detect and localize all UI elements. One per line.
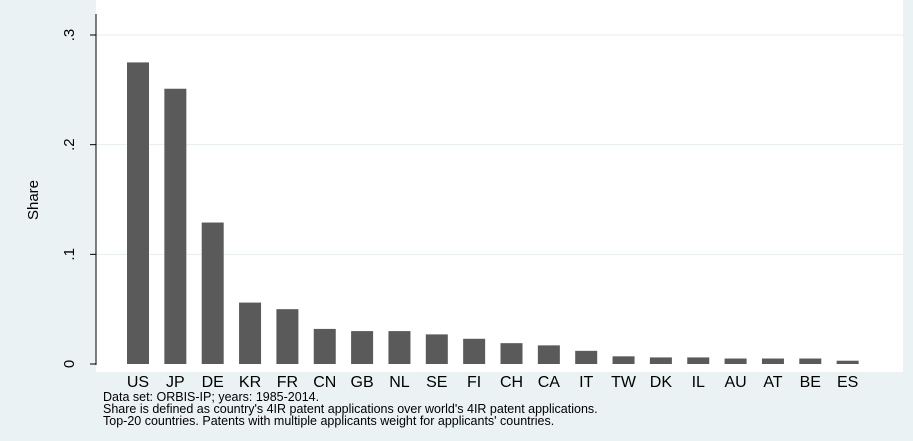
y-tick-label: 0: [61, 360, 78, 368]
x-tick-label: CA: [538, 374, 561, 391]
bar-fr: [276, 309, 299, 364]
x-tick-label: IL: [692, 374, 705, 391]
x-tick-label: AT: [763, 374, 782, 391]
x-tick-label: SE: [426, 374, 447, 391]
bars: [127, 62, 859, 365]
note-line-1: Data set: ORBIS-IP; years: 1985-2014.: [103, 390, 320, 404]
bar-es: [836, 360, 859, 364]
x-tick-label: NL: [389, 374, 410, 391]
bar-gb: [351, 331, 374, 364]
bar-dk: [649, 357, 672, 364]
bar-be: [799, 358, 822, 364]
x-tick-label: FR: [277, 374, 298, 391]
bar-jp: [164, 88, 187, 364]
note-line-2: Share is defined as country's 4IR patent…: [103, 402, 598, 416]
bar-tw: [612, 356, 635, 364]
bar-us: [127, 62, 149, 365]
bar-se: [425, 334, 448, 364]
bar-il: [687, 357, 710, 364]
y-tick-label: .3: [61, 29, 78, 42]
bar-ca: [537, 345, 560, 364]
bar-it: [575, 350, 598, 364]
x-tick-label: KR: [239, 374, 261, 391]
x-tick-label: GB: [351, 374, 374, 391]
y-tick-label: .2: [61, 138, 78, 151]
y-axis-label: Share: [25, 180, 42, 220]
plot-area: [96, 0, 903, 372]
gridlines: [96, 34, 903, 255]
x-tick-label: AU: [724, 374, 746, 391]
x-tick-label: IT: [579, 374, 593, 391]
x-tick-label: DK: [650, 374, 673, 391]
bar-kr: [239, 302, 262, 364]
x-tick-label: BE: [800, 374, 821, 391]
y-axis-ticks: 0 .1 .2 .3: [61, 29, 96, 368]
y-tick-label: .1: [61, 248, 78, 261]
bar-fi: [463, 338, 486, 364]
bar-cn: [313, 328, 336, 364]
bar-de: [201, 222, 224, 364]
bar-au: [724, 358, 747, 364]
x-tick-label: TW: [611, 374, 637, 391]
x-tick-label: DE: [202, 374, 224, 391]
x-tick-label: CH: [500, 374, 523, 391]
bar-nl: [388, 331, 411, 364]
x-tick-label: US: [127, 374, 149, 391]
x-tick-label: FI: [467, 374, 481, 391]
x-axis-tick-labels: US JP DE KR FR CN GB NL SE FI CH CA IT TW DK IL AU AT BE ES: [127, 374, 858, 391]
x-tick-label: JP: [166, 374, 185, 391]
bar-ch: [500, 343, 523, 364]
note-line-3: Top-20 countries. Patents with multiple …: [103, 414, 555, 428]
x-tick-label: ES: [837, 374, 858, 391]
bar-at: [761, 358, 784, 364]
x-tick-label: CN: [313, 374, 336, 391]
